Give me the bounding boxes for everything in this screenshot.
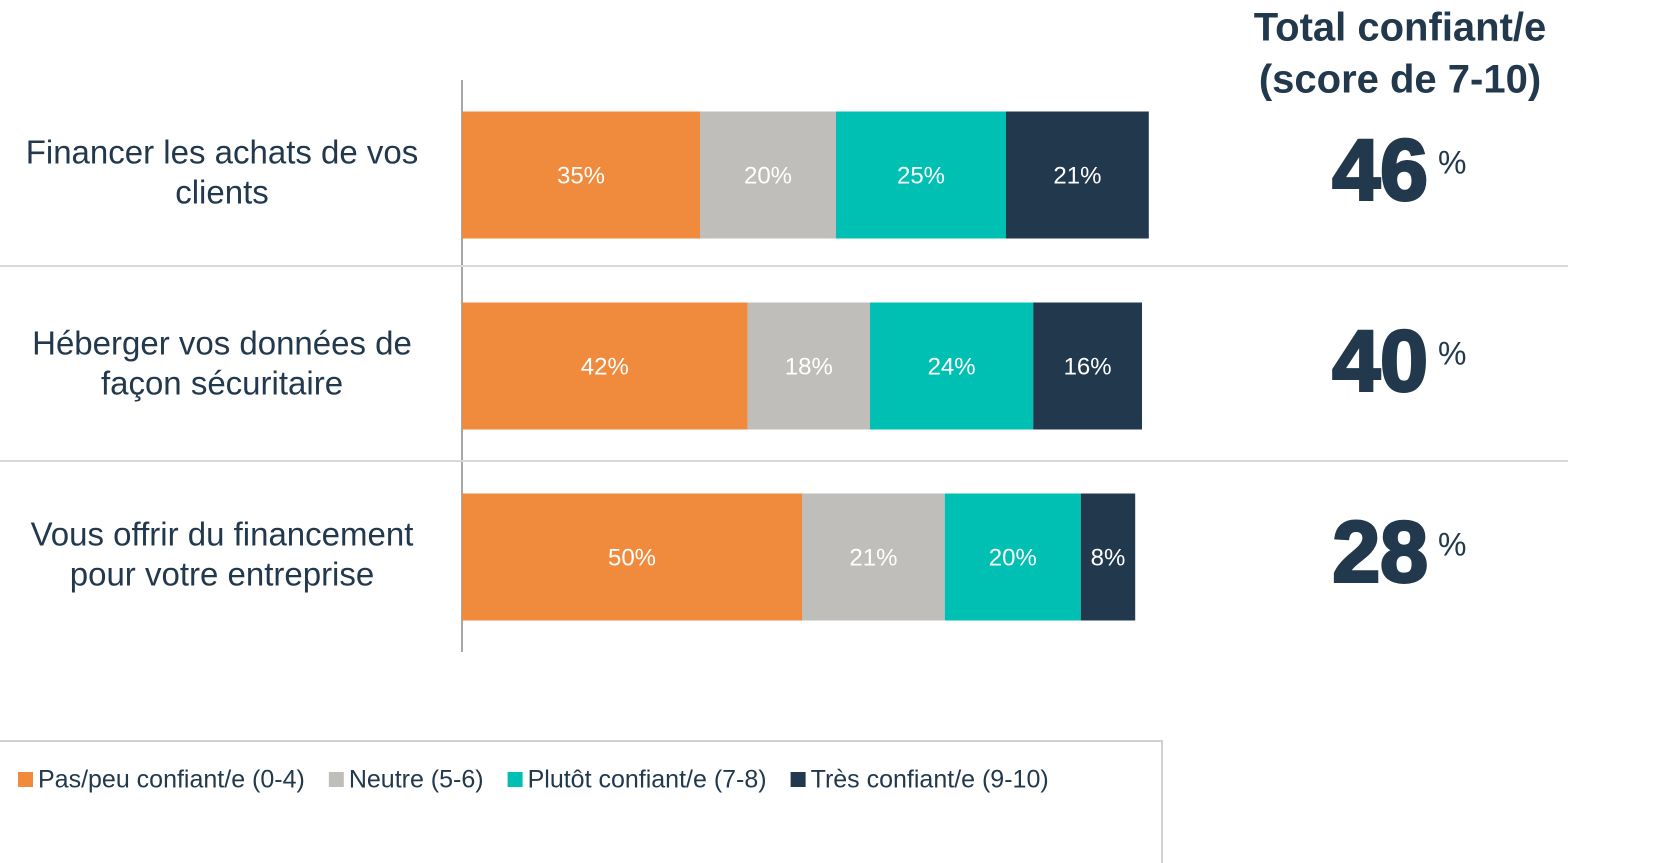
bar-segment bbox=[836, 111, 1006, 239]
legend-swatch bbox=[328, 772, 344, 787]
bar-segment bbox=[1080, 493, 1136, 621]
data-label: 50% bbox=[608, 544, 656, 571]
total-value: 40 bbox=[1332, 314, 1428, 410]
bar-segment bbox=[802, 493, 945, 621]
bar-segment bbox=[1033, 302, 1142, 430]
data-label: 8% bbox=[1091, 544, 1126, 571]
data-label: 21% bbox=[1053, 162, 1101, 189]
category-label: façon sécuritaire bbox=[101, 365, 343, 402]
total-unit: % bbox=[1438, 144, 1466, 180]
legend-label: Plutôt confiant/e (7-8) bbox=[528, 766, 767, 794]
category-label: Héberger vos données de bbox=[32, 325, 412, 362]
data-label: 18% bbox=[785, 353, 833, 380]
legend-swatch bbox=[507, 772, 523, 787]
totals-title: Total confiant/e bbox=[1254, 6, 1547, 50]
category-label: Financer les achats de vos bbox=[26, 134, 419, 171]
legend-label: Neutre (5-6) bbox=[349, 766, 484, 794]
data-label: 20% bbox=[744, 162, 792, 189]
data-label: 16% bbox=[1064, 353, 1112, 380]
data-label: 24% bbox=[928, 353, 976, 380]
total-value: 46 bbox=[1332, 123, 1428, 219]
category-label: pour votre entreprise bbox=[70, 556, 375, 593]
total-unit: % bbox=[1438, 335, 1466, 371]
bar-segment bbox=[462, 302, 748, 430]
legend-label: Pas/peu confiant/e (0-4) bbox=[38, 766, 305, 794]
data-label: 25% bbox=[897, 162, 945, 189]
bar-segment bbox=[870, 302, 1034, 430]
data-label: 21% bbox=[849, 544, 897, 571]
legend-label: Très confiant/e (9-10) bbox=[811, 766, 1049, 794]
bar-segment bbox=[1006, 111, 1149, 239]
data-label: 20% bbox=[989, 544, 1037, 571]
totals-title: (score de 7-10) bbox=[1259, 58, 1541, 102]
category-label: clients bbox=[175, 174, 269, 211]
data-label: 42% bbox=[581, 353, 629, 380]
total-value: 28 bbox=[1332, 505, 1428, 601]
bar-segment bbox=[700, 111, 836, 239]
bar-segment bbox=[944, 493, 1081, 621]
bar-segment bbox=[747, 302, 870, 430]
legend-swatch bbox=[18, 772, 33, 787]
total-unit: % bbox=[1438, 526, 1466, 562]
bar-segment bbox=[462, 111, 700, 239]
legend-swatch bbox=[790, 772, 806, 787]
data-label: 35% bbox=[557, 162, 605, 189]
bar-segment bbox=[462, 493, 802, 621]
category-label: Vous offrir du financement bbox=[31, 516, 414, 553]
legend-box bbox=[0, 740, 1163, 863]
